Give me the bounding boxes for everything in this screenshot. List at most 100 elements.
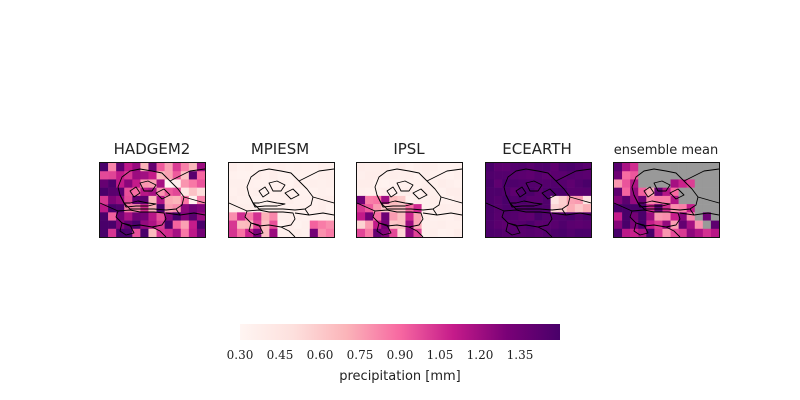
- grid-cell: [421, 179, 430, 188]
- grid-cell: [245, 195, 254, 205]
- grid-cell: [124, 212, 133, 221]
- map-mpiesm-svg: [229, 163, 334, 237]
- grid-cell: [686, 187, 696, 197]
- grid-cell: [662, 187, 671, 197]
- grid-cell: [301, 228, 311, 237]
- grid-cell: [542, 212, 551, 221]
- grid-cell: [437, 195, 447, 205]
- grid-cell: [309, 195, 319, 205]
- grid-cell: [229, 204, 238, 213]
- grid-cell: [526, 171, 535, 180]
- grid-cell: [309, 212, 319, 221]
- grid-cell: [534, 220, 543, 230]
- grid-cell: [702, 171, 712, 180]
- country-border: [440, 196, 462, 204]
- grid-cell: [389, 163, 398, 172]
- grid-cell: [566, 187, 576, 197]
- grid-cell: [108, 179, 117, 188]
- grid-cell: [293, 163, 302, 172]
- country-border: [561, 208, 567, 216]
- grid-cell: [437, 187, 447, 197]
- grid-cell: [397, 212, 406, 221]
- grid-cell: [494, 171, 503, 180]
- country-border: [505, 194, 511, 204]
- grid-cell: [630, 212, 639, 221]
- grid-cell: [582, 220, 591, 230]
- panel-title-ecearth: ECEARTH: [502, 140, 572, 158]
- grid-cell: [253, 212, 262, 221]
- grid-cell: [566, 220, 576, 230]
- grid-cell: [405, 228, 414, 237]
- grid-cell: [156, 179, 165, 188]
- grid-cell: [140, 195, 149, 205]
- grid-cell: [389, 171, 398, 180]
- grid-cell: [164, 163, 173, 172]
- country-border: [376, 194, 382, 204]
- grid-cell: [622, 228, 631, 237]
- grid-cell: [413, 212, 422, 221]
- grid-cell: [156, 163, 165, 172]
- country-border: [525, 180, 543, 192]
- grid-cell: [229, 187, 238, 197]
- grid-cell: [116, 220, 125, 230]
- colorbar-label: precipitation [mm]: [339, 369, 461, 384]
- panel-title-mpiesm: MPIESM: [250, 140, 310, 158]
- grid-cell: [421, 220, 430, 230]
- grid-cell: [180, 212, 190, 221]
- country-border: [248, 194, 254, 204]
- grid-cell: [269, 220, 278, 230]
- country-border: [280, 226, 296, 237]
- grid-cell: [630, 171, 639, 180]
- grid-cell: [188, 163, 198, 172]
- grid-cell: [670, 228, 679, 237]
- grid-cell: [437, 179, 447, 188]
- grid-cell: [550, 179, 559, 188]
- grid-cell: [694, 163, 704, 172]
- grid-cell: [486, 220, 495, 230]
- grid-cell: [325, 179, 334, 188]
- grid-cell: [132, 179, 141, 188]
- grid-cell: [646, 179, 655, 188]
- grid-cell: [148, 171, 157, 180]
- country-border: [312, 196, 334, 204]
- grid-cell: [558, 187, 568, 197]
- grid-cell: [445, 212, 455, 221]
- country-border: [268, 180, 286, 192]
- country-border: [183, 196, 205, 204]
- grid-cell: [654, 187, 663, 197]
- grid-cell: [140, 179, 149, 188]
- grid-cell: [558, 228, 568, 237]
- grid-cell: [574, 171, 584, 180]
- grid-cell: [453, 204, 462, 213]
- grid-cell: [405, 163, 414, 172]
- country-border: [304, 208, 310, 216]
- grid-cell: [148, 228, 157, 237]
- grid-cell: [237, 195, 246, 205]
- grid-cell: [317, 163, 327, 172]
- country-border: [426, 168, 462, 182]
- country-border: [665, 226, 681, 237]
- grid-cell: [421, 171, 430, 180]
- grid-cell: [100, 220, 109, 230]
- grid-cell: [534, 171, 543, 180]
- grid-cell: [445, 163, 455, 172]
- grid-cell: [196, 179, 205, 188]
- grid-cell: [654, 163, 663, 172]
- grid-cell: [486, 179, 495, 188]
- grid-cell: [269, 187, 278, 197]
- grid-cell: [614, 187, 623, 197]
- grid-cell: [285, 179, 294, 188]
- grid-cell: [397, 171, 406, 180]
- grid-cell: [132, 187, 141, 197]
- grid-cell: [678, 195, 687, 205]
- country-border: [100, 202, 119, 212]
- grid-cell: [614, 171, 623, 180]
- colorbar-tick-label: 0.90: [386, 348, 414, 362]
- grid-cell: [317, 171, 327, 180]
- grid-cell: [405, 171, 414, 180]
- grid-cell: [638, 204, 647, 213]
- grid-cell: [293, 179, 302, 188]
- grid-cell: [518, 195, 527, 205]
- grid-cell: [566, 195, 576, 205]
- grid-cell: [413, 228, 422, 237]
